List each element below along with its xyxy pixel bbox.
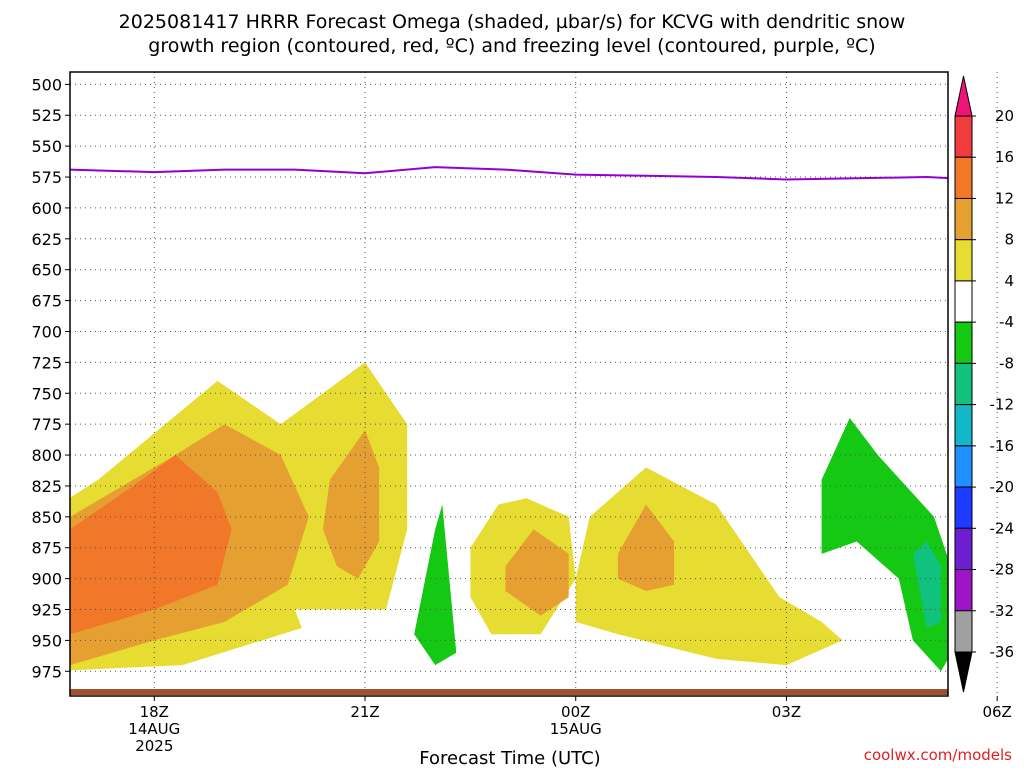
colorbar-segment [954,321,973,364]
y-tick-label-600: 600 [31,199,62,218]
colorbar-tick-label: -20 [990,478,1015,496]
colorbar-segment [954,527,973,571]
credit-text: coolwx.com/models [864,746,1012,764]
colorbar-tick-label: -8 [999,354,1014,372]
y-tick-label-700: 700 [31,322,62,341]
omega-shading [70,362,1011,672]
x-tick-label-00Z-2: 15AUG [550,720,602,738]
plot-frame [69,71,949,697]
omega-neg4to-8-region [414,504,457,666]
x-axis: 18Z14AUG202521Z00Z15AUG03Z06Z09Z [128,696,1012,755]
y-tick-label-550: 550 [31,137,62,156]
y-tick-label-775: 775 [31,415,62,434]
colorbar-tick-label: -36 [990,643,1015,661]
grid-lines [70,72,998,696]
colorbar-segment [954,610,973,653]
x-tick-label-06Z-1: 06Z [982,703,1011,721]
omega-neg4to-8-region-2 [821,418,948,672]
colorbar-tick-label: 16 [995,148,1014,166]
y-tick-label-900: 900 [31,570,62,589]
y-tick-label-675: 675 [31,292,62,311]
colorbar-tick-label: -4 [999,313,1014,331]
colorbar-segment [954,239,973,282]
colorbar-tick-label: -12 [990,396,1015,414]
colorbar-bottom-arrow [954,651,973,693]
x-tick-label-03Z-1: 03Z [772,703,801,721]
omega-8to12-region-3 [505,529,569,616]
y-tick-label-925: 925 [31,601,62,620]
y-tick-label-750: 750 [31,384,62,403]
y-tick-label-500: 500 [31,75,62,94]
freezing-level-line [70,166,948,181]
y-axis: 500 525 550 575 600 625 650 675 700 725 750 775 800 8… [31,75,70,681]
ground-strip [70,689,948,695]
x-tick-label-18Z-2: 14AUG [128,720,180,738]
colorbar-top-arrow [954,75,973,117]
colorbar-segment [954,486,973,529]
colorbar-tick-label: -32 [990,602,1015,620]
x-axis-label: Forecast Time (UTC) [419,748,600,768]
y-tick-label-575: 575 [31,168,62,187]
y-tick-label-850: 850 [31,508,62,527]
colorbar-segment [954,569,973,612]
omega-4to8-region-4 [976,443,1011,579]
y-tick-label-525: 525 [31,106,62,125]
y-tick-label-825: 825 [31,477,62,496]
colorbar-tick-label: -24 [990,519,1015,537]
plot-area: 0 [69,71,1011,697]
x-tick-label-18Z-3: 2025 [135,737,173,755]
colorbar-tick-label: -28 [990,561,1015,579]
y-tick-label-650: 650 [31,261,62,280]
colorbar: 20 16 12 8 4 -4 -8 -12 -16 -20 -24 -28 -32 -36 [954,75,1015,693]
x-tick-label-00Z-1: 00Z [561,703,590,721]
colorbar-segment [954,156,973,199]
y-tick-label-875: 875 [31,539,62,558]
chart-title-line2: growth region (contoured, red, ºC) and f… [148,35,875,57]
freezing-level-group: 0 [70,166,948,181]
colorbar-segment [954,280,973,323]
colorbar-tick-label: 8 [1004,231,1014,249]
colorbar-tick-label: 12 [995,189,1014,207]
y-tick-label-625: 625 [31,230,62,249]
y-tick-label-800: 800 [31,446,62,465]
omega-12to16-region [70,455,232,635]
y-tick-label-975: 975 [31,662,62,681]
chart-title-line1: 2025081417 HRRR Forecast Omega (shaded, … [119,11,906,33]
omega-neg8to-12-region [912,541,941,628]
x-tick-label-18Z-1: 18Z [140,703,169,721]
colorbar-segment [954,445,973,488]
colorbar-segment [954,362,973,406]
colorbar-tick-label: -16 [990,437,1015,455]
colorbar-tick-label: 4 [1004,272,1014,290]
y-tick-label-725: 725 [31,353,62,372]
colorbar-segment [954,197,973,241]
y-tick-label-950: 950 [31,631,62,650]
colorbar-segment [954,115,973,158]
colorbar-segment [954,404,973,447]
colorbar-tick-label: 20 [995,107,1014,125]
x-tick-label-21Z-1: 21Z [350,703,379,721]
